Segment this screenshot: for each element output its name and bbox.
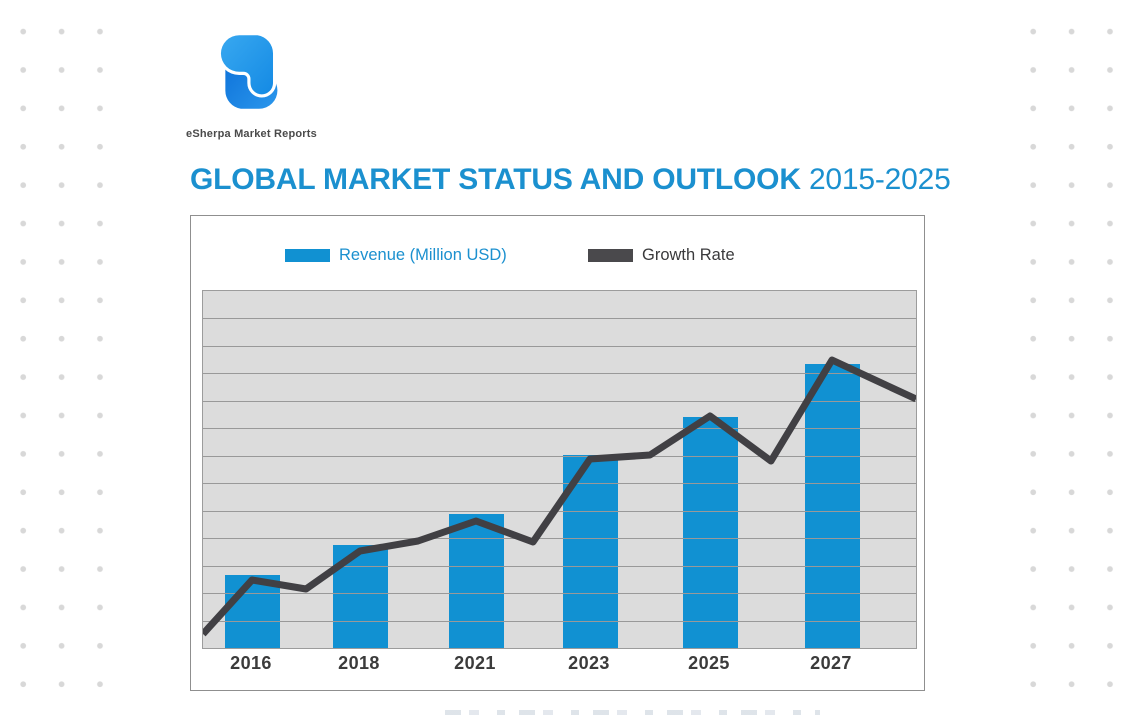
gridline: [203, 483, 916, 485]
growth-legend-label: Growth Rate: [642, 246, 735, 264]
gridline: [203, 400, 916, 402]
x-axis-label-2023: 2023: [568, 653, 610, 673]
gridline: [203, 428, 916, 430]
gridline: [203, 620, 916, 622]
legend-item-revenue: Revenue (Million USD): [285, 245, 507, 265]
x-axis-label-2018: 2018: [338, 653, 380, 673]
cropped-footer-text: [445, 710, 820, 715]
gridline: [203, 373, 916, 375]
growth-rate-line: [203, 356, 916, 637]
page-title: GLOBAL MARKET STATUS AND OUTLOOK 2015-20…: [190, 163, 951, 198]
dot-pattern-right: [1014, 0, 1140, 717]
dot-pattern-left: [0, 0, 118, 717]
chart-card: Revenue (Million USD) Growth Rate 2016 20…: [190, 215, 925, 691]
title-period: 2015-2025: [808, 163, 951, 196]
x-axis-labels: 2016 2018 2021 2023 2025 2027: [202, 653, 917, 679]
revenue-legend-swatch: [285, 248, 330, 262]
gridline: [203, 510, 916, 512]
x-axis-label-2025: 2025: [688, 653, 730, 673]
revenue-bar-2027: [804, 364, 860, 648]
gridline: [203, 565, 916, 567]
x-axis-label-2016: 2016: [230, 653, 272, 673]
legend-item-growth: Growth Rate: [588, 245, 735, 265]
gridline: [203, 318, 916, 320]
gridline: [203, 593, 916, 595]
title-main: GLOBAL MARKET STATUS AND OUTLOOK: [190, 163, 801, 196]
revenue-bar-2016: [224, 575, 280, 648]
brand-name: eSherpa Market Reports: [186, 128, 317, 140]
esherpa-logo-icon: [205, 20, 295, 124]
x-axis-label-2021: 2021: [454, 653, 496, 673]
revenue-legend-label: Revenue (Million USD): [339, 246, 507, 264]
plot-area: [202, 290, 917, 649]
x-axis-label-2027: 2027: [810, 653, 852, 673]
gridline: [203, 345, 916, 347]
revenue-bar-2021: [448, 514, 504, 648]
gridline: [203, 455, 916, 457]
revenue-bar-2025: [682, 417, 738, 648]
gridline: [203, 538, 916, 540]
growth-legend-swatch: [588, 248, 633, 262]
